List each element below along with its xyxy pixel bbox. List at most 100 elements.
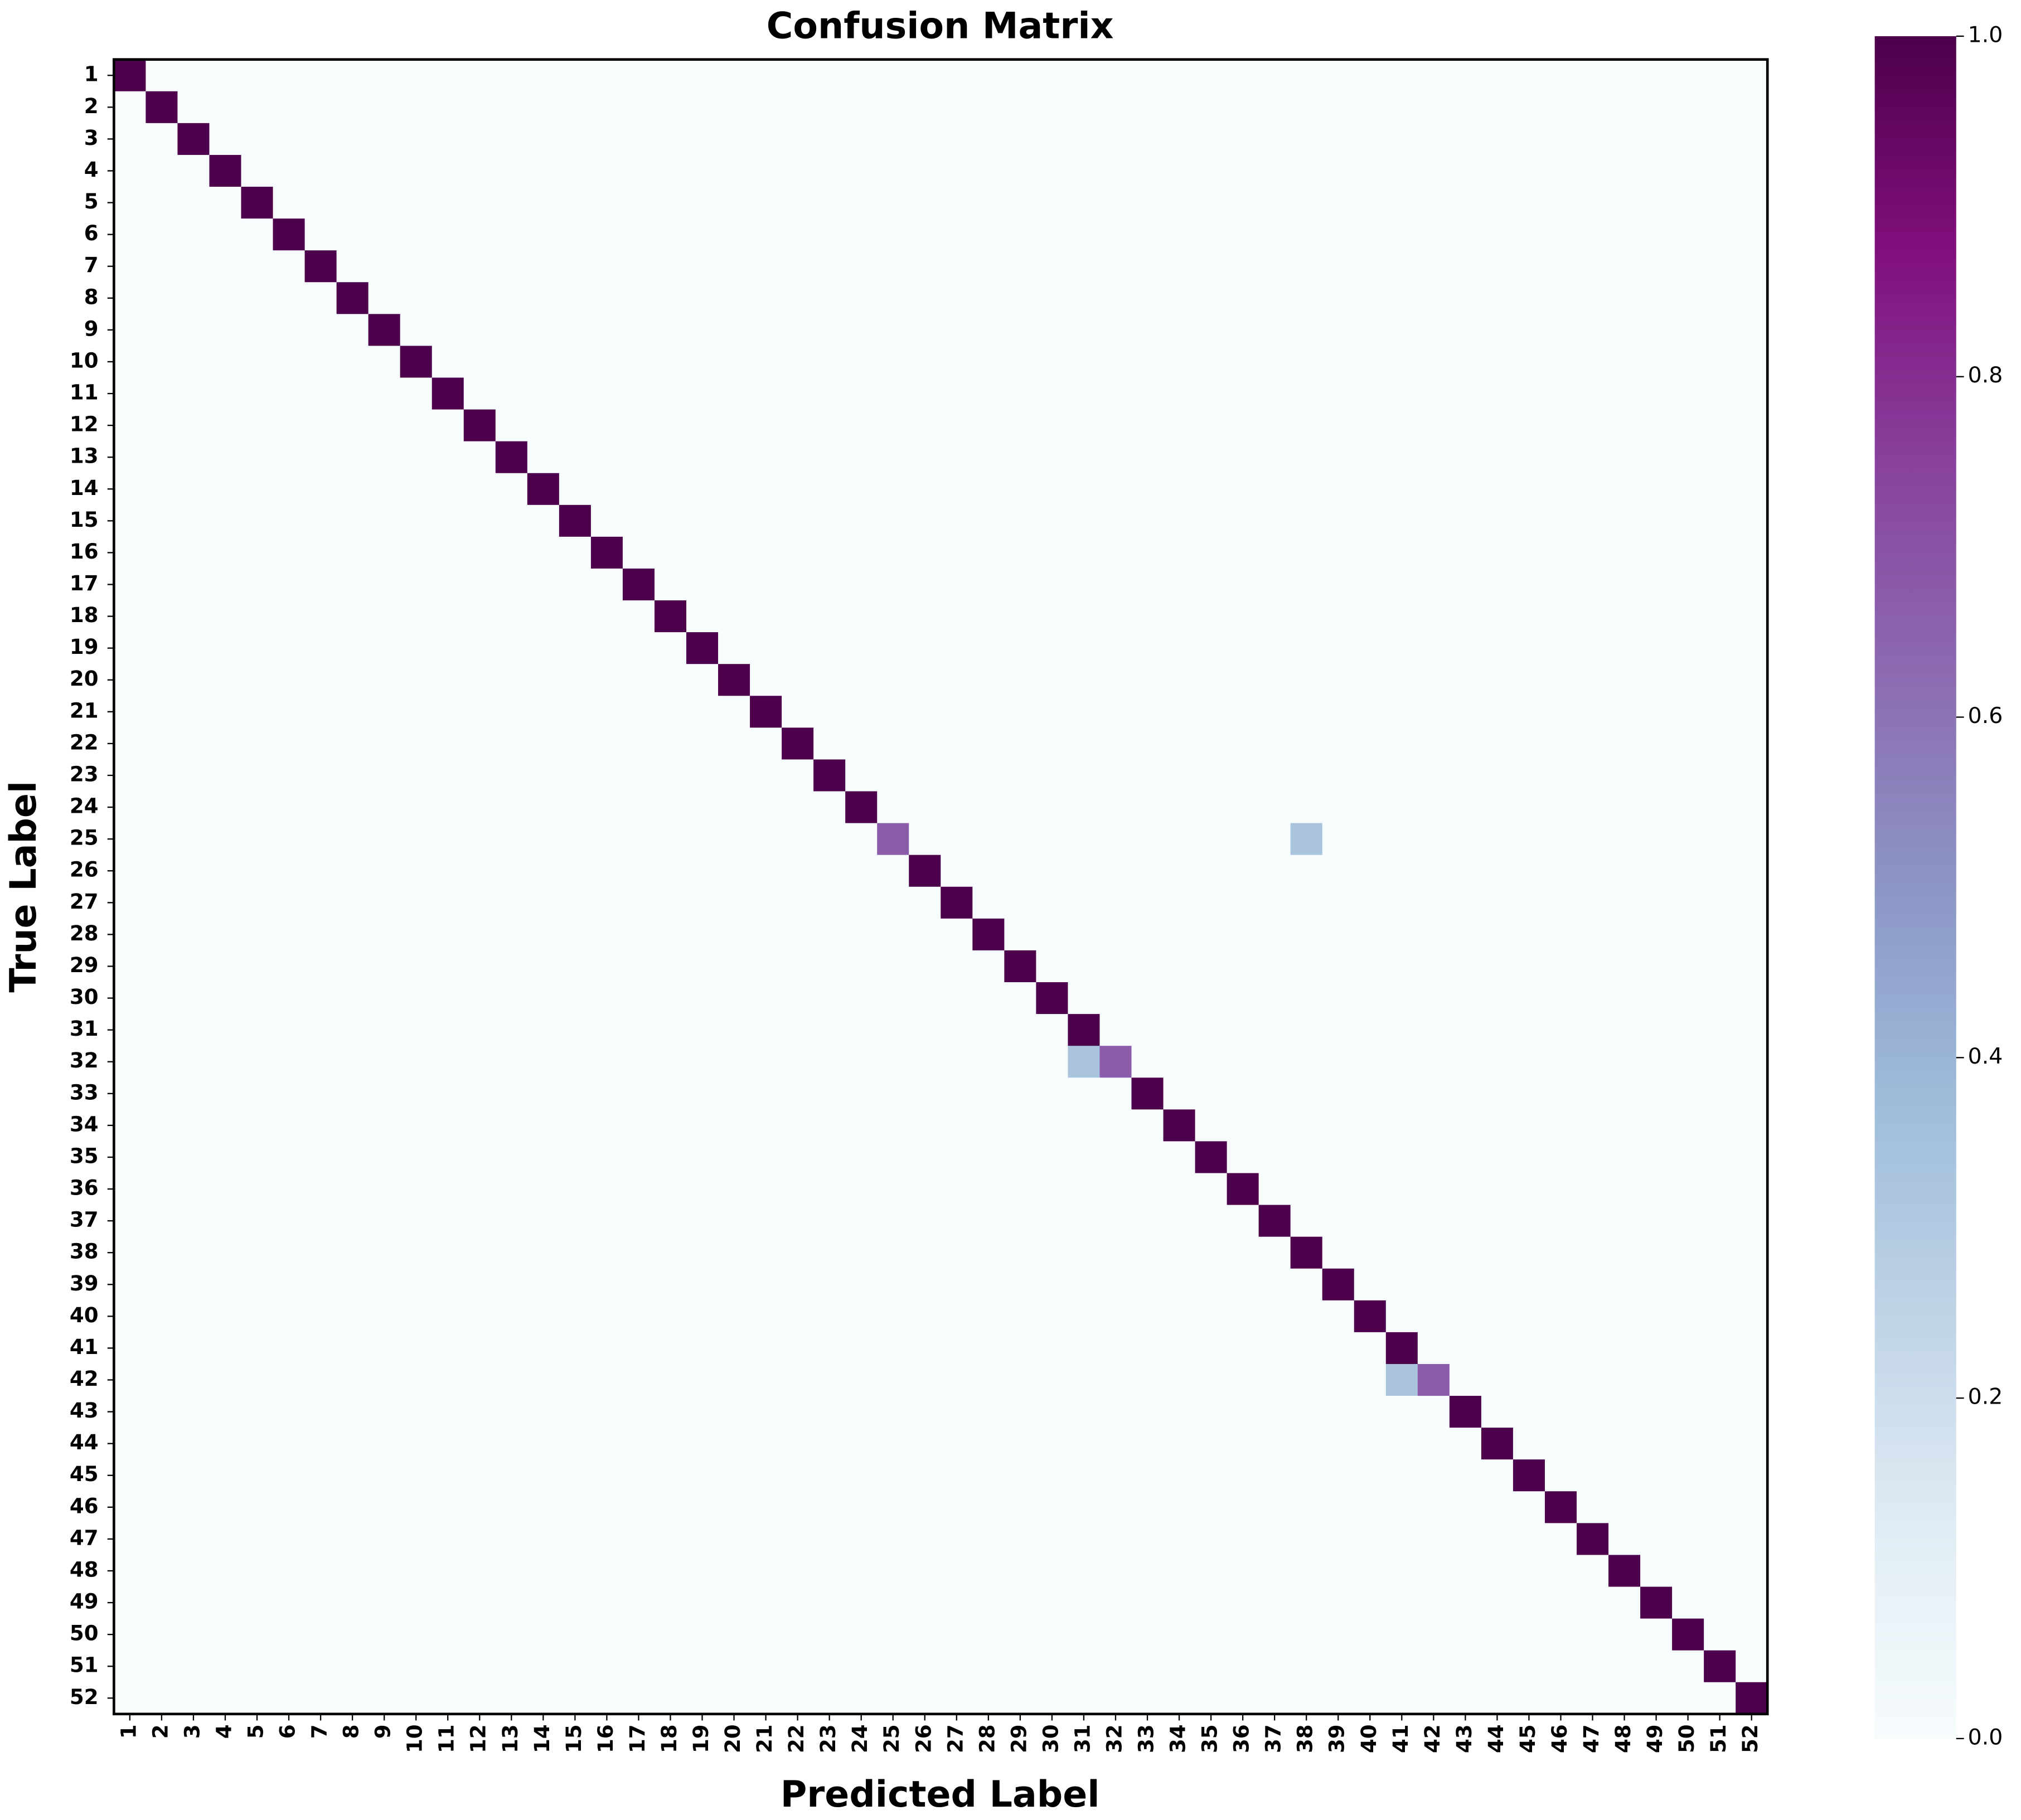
heatmap-cell: [177, 918, 210, 951]
heatmap-cell: [336, 409, 369, 442]
heatmap-cell: [1354, 1141, 1387, 1174]
heatmap-cell: [1736, 186, 1768, 219]
heatmap-cell: [1227, 1236, 1259, 1269]
heatmap-cell: [845, 1650, 878, 1683]
heatmap-cell: [1290, 632, 1323, 665]
heatmap-cell: [941, 1586, 973, 1619]
heatmap-cell: [654, 250, 687, 283]
heatmap-cell: [782, 1014, 815, 1047]
heatmap-cell: [368, 632, 401, 665]
heatmap-cell: [495, 568, 528, 601]
heatmap-cell: [1704, 950, 1737, 983]
heatmap-cell: [559, 314, 592, 347]
heatmap-cell: [527, 282, 560, 315]
heatmap-cell: [1258, 918, 1291, 951]
heatmap-cell: [750, 1014, 783, 1047]
heatmap-cell: [1322, 918, 1355, 951]
heatmap-cell: [1322, 1332, 1355, 1365]
heatmap-cell: [972, 1555, 1005, 1588]
heatmap-cell: [432, 791, 464, 824]
heatmap-cell: [432, 314, 464, 347]
heatmap-cell: [1481, 1236, 1514, 1269]
heatmap-cell: [209, 696, 242, 729]
heatmap-cell: [1036, 855, 1069, 887]
heatmap-cell: [1672, 1396, 1705, 1429]
heatmap-cell: [1385, 1682, 1418, 1715]
heatmap-cell: [1195, 791, 1228, 824]
heatmap-cell: [1608, 441, 1641, 474]
heatmap-cell: [622, 154, 655, 187]
heatmap-cell: [527, 1141, 560, 1174]
heatmap-cell: [177, 886, 210, 919]
heatmap-cell: [527, 982, 560, 1015]
heatmap-cell: [972, 696, 1005, 729]
heatmap-cell: [495, 219, 528, 251]
heatmap-cell: [1449, 1650, 1482, 1683]
heatmap-cell: [1640, 1109, 1673, 1142]
heatmap-cell: [559, 823, 592, 856]
heatmap-cell: [1227, 219, 1259, 251]
heatmap-cell: [273, 1682, 306, 1715]
heatmap-cell: [368, 1205, 401, 1237]
heatmap-cell: [1704, 1205, 1737, 1237]
heatmap-cell: [1195, 250, 1228, 283]
heatmap-cell: [1481, 1014, 1514, 1047]
heatmap-cell: [1258, 1459, 1291, 1492]
heatmap-cell: [1449, 1428, 1482, 1460]
heatmap-cell: [495, 314, 528, 347]
heatmap-cell: [1163, 441, 1196, 474]
heatmap-cell: [590, 473, 623, 506]
heatmap-cell: [463, 1618, 496, 1651]
heatmap-cell: [1608, 409, 1641, 442]
heatmap-cell: [1099, 1428, 1132, 1460]
heatmap-cell: [559, 1205, 592, 1237]
heatmap-cell: [336, 1332, 369, 1365]
heatmap-cell: [1068, 1650, 1101, 1683]
heatmap-cell: [845, 91, 878, 124]
heatmap-cell: [1163, 855, 1196, 887]
heatmap-cell: [1704, 154, 1737, 187]
heatmap-cell: [400, 1555, 433, 1588]
heatmap-cell: [1068, 1682, 1101, 1715]
heatmap-cell: [590, 1396, 623, 1429]
heatmap-cell: [813, 123, 846, 156]
heatmap-cell: [1227, 123, 1259, 156]
heatmap-cell: [495, 1396, 528, 1429]
heatmap-cell: [1131, 1586, 1164, 1619]
heatmap-cell: [845, 1682, 878, 1715]
heatmap-cell: [527, 1205, 560, 1237]
heatmap-cell: [559, 504, 592, 537]
heatmap-cell: [1449, 632, 1482, 665]
heatmap-cell: [1290, 886, 1323, 919]
heatmap-cell: [1385, 1555, 1418, 1588]
heatmap-cell: [909, 1618, 942, 1651]
heatmap-cell: [1544, 1459, 1577, 1492]
heatmap-cell: [304, 1300, 337, 1333]
heatmap-cell: [1608, 1682, 1641, 1715]
heatmap-cell: [1417, 1268, 1450, 1301]
heatmap-cell: [1036, 441, 1069, 474]
heatmap-cell: [463, 855, 496, 887]
heatmap-cell: [1322, 1046, 1355, 1079]
heatmap-cell: [1417, 1236, 1450, 1269]
heatmap-cell: [559, 409, 592, 442]
heatmap-cell: [1736, 1586, 1768, 1619]
heatmap-cell: [1068, 441, 1101, 474]
heatmap-cell: [622, 504, 655, 537]
heatmap-cell: [1099, 186, 1132, 219]
heatmap-cell: [1544, 1014, 1577, 1047]
heatmap-cell: [527, 823, 560, 856]
heatmap-cell: [1672, 600, 1705, 633]
heatmap-cell: [177, 1268, 210, 1301]
heatmap-cell: [941, 1682, 973, 1715]
heatmap-cell: [622, 632, 655, 665]
heatmap-cell: [273, 1141, 306, 1174]
heatmap-cell: [718, 759, 750, 792]
heatmap-cell: [654, 568, 687, 601]
heatmap-cell: [622, 282, 655, 315]
heatmap-cell: [686, 1173, 719, 1206]
heatmap-cell: [1036, 1173, 1069, 1206]
heatmap-cell: [209, 1586, 242, 1619]
heatmap-cell: [1481, 536, 1514, 569]
y-tick-label: 5: [84, 190, 99, 213]
